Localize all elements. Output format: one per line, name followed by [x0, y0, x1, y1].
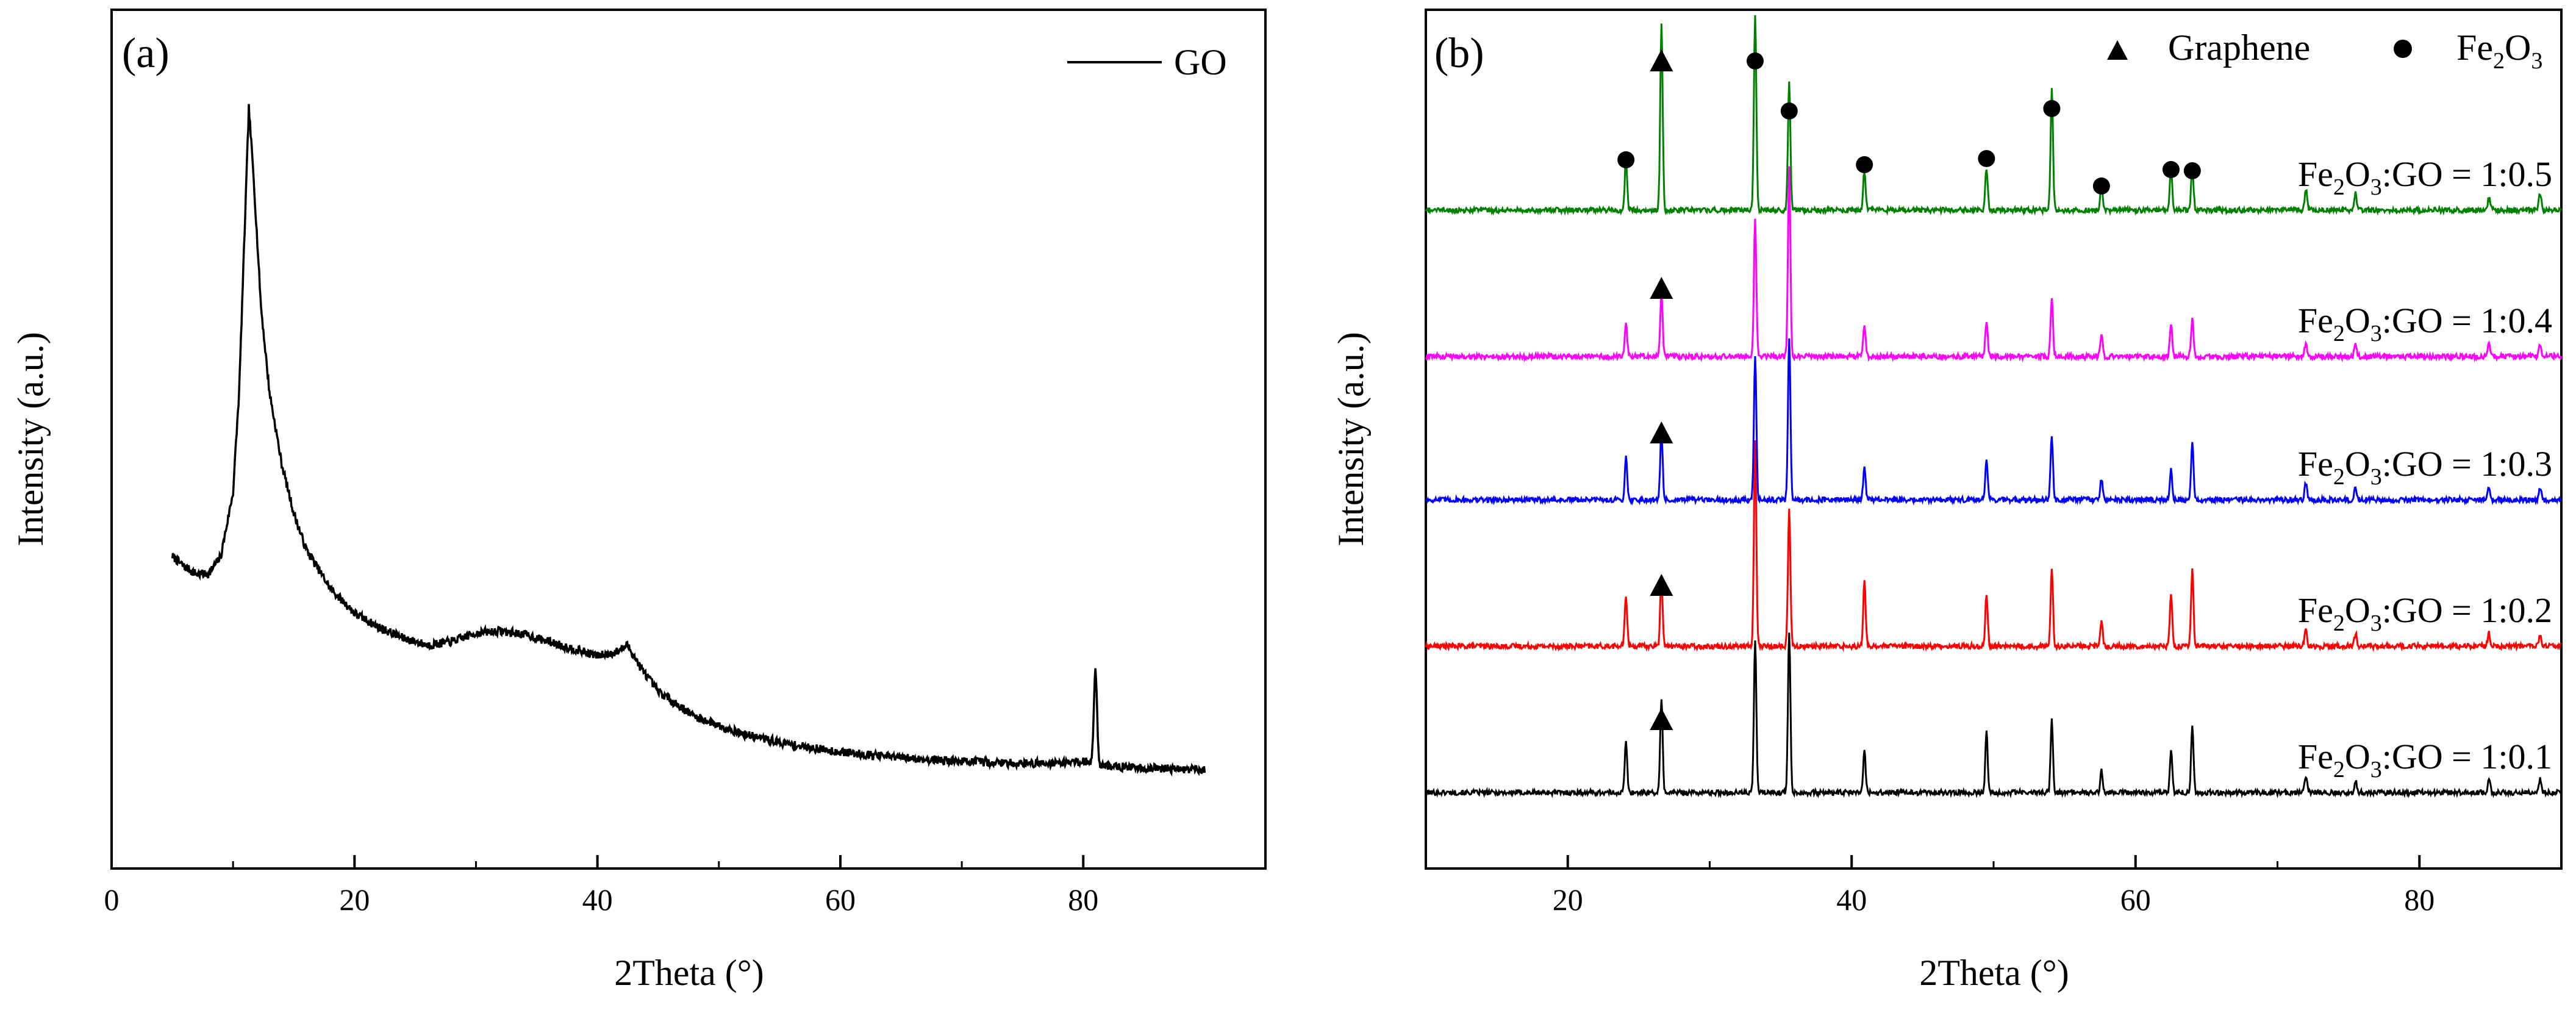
panel-b-xtick-label: 40 [1836, 883, 1867, 917]
legend-graphene-label: Graphene [2168, 27, 2310, 68]
series-label-3: Fe2O3:GO = 1:0.3 [2298, 444, 2552, 490]
panel-a: (a) GO 2Theta (°) Intensity (a.u.) 0 20 40… [10, 9, 1267, 993]
series-label-5: Fe2O3:GO = 1:0.5 [2298, 154, 2552, 200]
legend-triangle-marker [2107, 40, 2128, 60]
legend-fe2o3-sub2: 2 [2493, 48, 2505, 74]
fe2o3-marker-2 [1746, 52, 1764, 70]
series-label-1: Fe2O3:GO = 1:0.1 [2298, 737, 2552, 783]
graphene-marker-5 [1650, 49, 1673, 71]
panel-a-xlabel: 2Theta (°) [614, 953, 764, 993]
panel-b-xtick-label: 80 [2404, 883, 2435, 917]
panel-a-xtick-label: 60 [825, 883, 856, 917]
series-label-4: Fe2O3:GO = 1:0.4 [2298, 301, 2552, 346]
panel-b-xtick-label: 60 [2120, 883, 2151, 917]
fe2o3-marker-4 [1856, 156, 1873, 173]
panel-a-go-line [171, 104, 1206, 777]
panel-b-series [1425, 15, 2563, 799]
graphene-marker-3 [1650, 421, 1673, 443]
legend-circle-marker [2394, 40, 2412, 58]
series-line-3 [1425, 338, 2563, 506]
panel-b-ticks: 20 40 60 80 [1553, 855, 2435, 917]
panel-b-label: (b) [1434, 30, 1484, 77]
fe2o3-marker-9 [2183, 162, 2201, 179]
panel-a-legend-label: GO [1174, 42, 1227, 82]
graphene-marker-4 [1650, 277, 1673, 299]
fe2o3-marker-7 [2092, 177, 2110, 195]
panel-b-phase-markers [1617, 49, 2201, 730]
legend-fe2o3-label: Fe2O3 [2456, 27, 2542, 74]
panel-a-xtick-label: 80 [1068, 883, 1098, 917]
legend-fe2o3-o: O [2505, 27, 2531, 68]
panel-a-xtick-label: 40 [582, 883, 613, 917]
panel-b-ylabel: Intensity (a.u.) [1331, 332, 1371, 546]
graphene-marker-1 [1650, 708, 1673, 730]
fe2o3-marker-6 [2043, 100, 2061, 117]
panel-a-xtick-label: 0 [104, 883, 120, 917]
panel-a-ylabel: Intensity (a.u.) [10, 332, 51, 546]
panel-b-xlabel: 2Theta (°) [1919, 953, 2069, 993]
panel-a-xtick-label: 20 [339, 883, 370, 917]
graphene-marker-2 [1650, 574, 1673, 596]
fe2o3-marker-8 [2162, 161, 2180, 178]
panel-b-xtick-label: 20 [1553, 883, 1583, 917]
legend-fe2o3-sub3: 3 [2531, 48, 2542, 74]
fe2o3-marker-3 [1780, 102, 1798, 120]
panel-a-ticks: 0 20 40 60 80 [104, 855, 1098, 917]
legend-fe2o3-fe: Fe [2456, 27, 2493, 68]
series-line-2 [1425, 440, 2563, 653]
panel-b-series-labels: Fe2O3:GO = 1:0.1 Fe2O3:GO = 1:0.2 Fe2O3:GO… [2298, 154, 2552, 783]
fe2o3-marker-5 [1978, 150, 1995, 167]
panel-a-label: (a) [122, 30, 170, 77]
series-line-5 [1425, 15, 2563, 217]
series-line-1 [1425, 632, 2563, 799]
series-line-4 [1425, 166, 2563, 363]
series-label-2: Fe2O3:GO = 1:0.2 [2298, 590, 2552, 636]
panel-a-frame [110, 9, 1267, 870]
fe2o3-marker-1 [1617, 151, 1635, 168]
panel-b: (b) 2Theta (°) Intensity (a.u.) 20 40 60 80… [1331, 9, 2563, 993]
